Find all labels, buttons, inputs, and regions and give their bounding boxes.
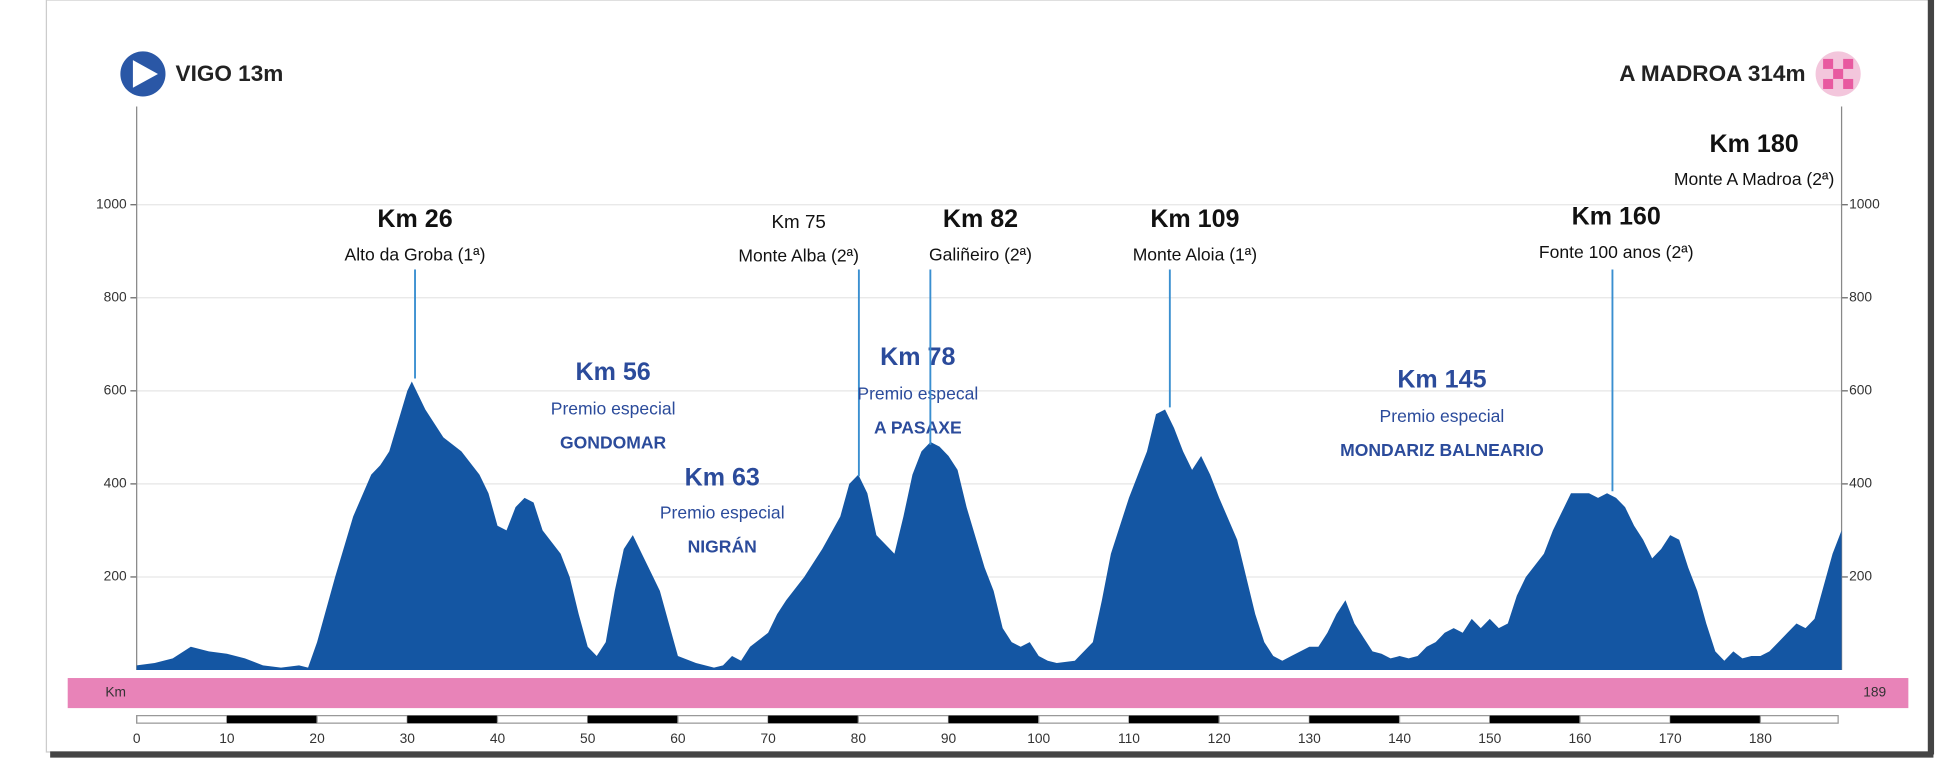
annotation-text: MONDARIZ BALNEARIO [1340,440,1544,460]
y2-tick-label: 200 [1849,569,1872,584]
annotation-text: Fonte 100 anos (2ª) [1539,242,1694,262]
x-tick-label: 40 [490,731,506,746]
annotation-text: A PASAXE [874,417,962,437]
annotation-title: Km 82 [943,205,1018,233]
y2-tick-label: 1000 [1849,196,1880,211]
start-label: VIGO 13m [176,61,284,86]
annotation-title: Km 56 [576,358,651,386]
x-tick-label: 110 [1118,731,1140,746]
scale-segment [1309,715,1400,724]
x-tick-label: 150 [1478,731,1501,746]
scale-segment [1670,715,1761,724]
distance-label: 189 [1863,685,1886,700]
annotation-text: Alto da Groba (1ª) [345,244,486,264]
annotation-title: Km 78 [880,343,955,371]
x-tick-label: 130 [1298,731,1321,746]
annotation-text: Monte A Madroa (2ª) [1674,169,1834,189]
finish-label: A MADROA 314m [1619,61,1805,86]
annotation-text: Premio especial [660,502,785,522]
scale-segment [587,715,678,724]
scale-segment [1128,715,1220,724]
y-tick-label: 800 [104,289,127,304]
annotation-text: Premio especial [1380,406,1505,426]
km-label: Km [105,685,126,700]
x-tick-label: 170 [1659,731,1682,746]
annotation-text: Galiñeiro (2ª) [929,244,1032,264]
annotation-title: Km 180 [1710,130,1799,158]
x-tick-label: 100 [1027,731,1050,746]
annotation-title: Km 145 [1397,366,1486,394]
annotation-text: GONDOMAR [560,432,667,452]
y2-tick-label: 600 [1849,382,1872,397]
x-tick-label: 0 [133,731,141,746]
annotation-text: Monte Alba (2ª) [738,246,859,266]
annotation-title: Km 109 [1150,205,1239,233]
x-tick-label: 120 [1208,731,1231,746]
y-tick-label: 600 [104,382,127,397]
scale-segment [948,715,1039,724]
scale-segment [1489,715,1580,724]
y2-tick-label: 400 [1849,476,1872,491]
x-tick-label: 20 [309,731,325,746]
x-tick-label: 50 [580,731,596,746]
x-tick-label: 160 [1568,731,1591,746]
annotation-text: Premio especial [551,398,676,418]
annotation-title: Km 26 [377,205,452,233]
annotation-text: NIGRÁN [688,535,757,556]
scale-segment [768,715,859,724]
x-tick-label: 10 [219,731,235,746]
start-icon-arrow [132,60,158,88]
annotation-text: Monte Aloia (1ª) [1133,244,1257,264]
km-band [67,678,1909,709]
elevation-area [136,381,1842,671]
scale-segment [407,715,498,724]
annotation-title: Km 63 [685,463,760,491]
x-tick-label: 140 [1388,731,1411,746]
y2-tick-label: 800 [1849,289,1872,304]
scale-segment [226,715,318,724]
annotation-text: Premio especal [857,383,978,403]
x-tick-label: 80 [851,731,867,746]
y-tick-label: 400 [104,476,127,491]
y-tick-label: 200 [104,569,127,584]
finish-icon [1815,51,1861,97]
x-tick-label: 30 [400,731,416,746]
x-tick-label: 90 [941,731,957,746]
x-tick-label: 60 [670,731,686,746]
x-tick-label: 180 [1749,731,1772,746]
y-tick-label: 1000 [96,196,127,211]
annotation-title: Km 160 [1572,203,1661,231]
x-tick-label: 70 [760,731,776,746]
annotation-title: Km 75 [772,211,826,232]
